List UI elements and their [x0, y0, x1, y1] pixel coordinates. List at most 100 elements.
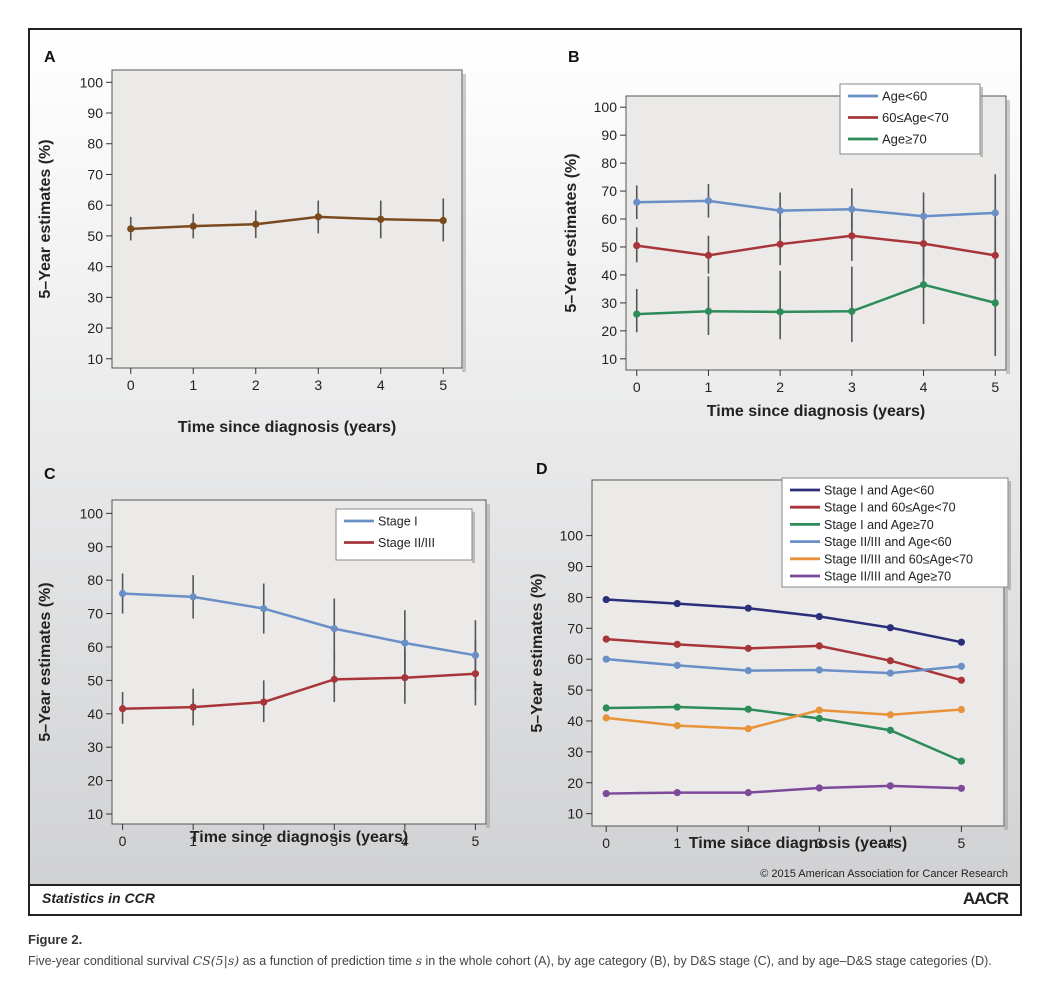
- data-point: [957, 638, 965, 646]
- x-tick-label: 1: [189, 833, 197, 849]
- y-tick-label: 80: [87, 572, 103, 588]
- series-line: [606, 598, 962, 644]
- y-tick-label: 50: [567, 682, 583, 698]
- data-point: [919, 281, 928, 289]
- x-tick-label: 3: [815, 835, 823, 851]
- panel-letter: C: [44, 466, 56, 483]
- x-axis-label: Time since diagnosis (years): [707, 403, 925, 420]
- y-tick-label: 100: [560, 528, 584, 544]
- data-point: [704, 197, 713, 205]
- y-tick-label: 40: [87, 706, 103, 722]
- data-point: [260, 604, 268, 613]
- series-line: [606, 657, 962, 675]
- data-point: [744, 667, 752, 675]
- series-line: [606, 705, 962, 763]
- data-point: [118, 705, 127, 713]
- data-point: [673, 721, 681, 730]
- data-point: [957, 676, 965, 684]
- data-point: [673, 640, 681, 648]
- data-point: [848, 205, 856, 213]
- series-line: [636, 283, 996, 316]
- panel-letter: D: [536, 461, 548, 478]
- x-tick-label: 5: [957, 835, 965, 851]
- data-point: [848, 232, 856, 240]
- y-tick-label: 100: [594, 99, 618, 115]
- series-line: [122, 592, 476, 657]
- data-point: [189, 703, 197, 711]
- x-tick-label: 1: [705, 379, 713, 395]
- data-point: [602, 595, 610, 604]
- figure-caption: Five-year conditional survival CS(5|s) a…: [28, 952, 1038, 970]
- panel-letter: A: [44, 49, 56, 66]
- legend-shadow: [472, 512, 475, 563]
- data-point: [744, 644, 752, 652]
- legend-shadow: [980, 87, 983, 157]
- legend-box: [335, 508, 473, 561]
- legend-box: [781, 477, 1009, 588]
- y-tick-label: 100: [80, 505, 104, 521]
- legend-label: Stage II/III and Age≥70: [824, 570, 951, 584]
- y-tick-label: 10: [87, 351, 103, 367]
- y-axis-label: 5–Year estimates (%): [37, 582, 54, 741]
- data-point: [991, 251, 999, 259]
- data-point: [189, 222, 197, 230]
- y-tick-label: 60: [87, 639, 103, 655]
- y-tick-label: 60: [601, 211, 617, 227]
- data-point: [401, 674, 409, 682]
- legend-shadow: [1008, 481, 1011, 590]
- data-point: [957, 705, 965, 714]
- figure-frame: A 10 20 30 40 50 60 70 80 90 100 0 1 2 3 4 5 Time since d…: [28, 28, 1022, 916]
- data-point: [886, 624, 894, 632]
- x-tick-label: 2: [744, 835, 752, 851]
- y-tick-label: 40: [87, 259, 103, 275]
- data-point: [602, 655, 610, 663]
- y-tick-label: 60: [87, 197, 103, 213]
- data-point: [744, 725, 752, 733]
- plot-shadow: [1004, 484, 1008, 830]
- caption-variable: s: [415, 953, 423, 968]
- data-point: [673, 703, 681, 711]
- panel-letter: B: [568, 49, 580, 66]
- data-point: [886, 782, 894, 790]
- data-point: [815, 612, 823, 621]
- y-tick-label: 10: [601, 351, 617, 367]
- legend-label: Stage I and Age<60: [824, 484, 934, 498]
- data-point: [886, 669, 894, 677]
- data-point: [602, 789, 610, 798]
- y-tick-label: 80: [87, 136, 103, 152]
- y-tick-label: 80: [567, 589, 583, 605]
- x-tick-label: 4: [401, 833, 409, 849]
- x-tick-label: 4: [920, 379, 928, 395]
- data-point: [991, 209, 999, 217]
- y-tick-label: 100: [80, 74, 104, 90]
- x-axis-label: Time since diagnosis (years): [689, 835, 907, 852]
- legend-label: Age<60: [882, 89, 927, 104]
- y-tick-label: 60: [567, 651, 583, 667]
- data-point: [633, 310, 641, 318]
- data-point: [673, 789, 681, 797]
- data-point: [848, 307, 856, 315]
- legend-label: Stage I and Age≥70: [824, 518, 934, 532]
- y-tick-label: 30: [601, 295, 617, 311]
- y-tick-label: 80: [601, 155, 617, 171]
- data-point: [776, 240, 784, 248]
- data-point: [815, 784, 823, 792]
- y-tick-label: 30: [87, 739, 103, 755]
- x-tick-label: 3: [314, 377, 322, 393]
- caption-part-1: Five-year conditional survival: [28, 954, 193, 968]
- y-tick-label: 30: [87, 289, 103, 305]
- x-tick-label: 0: [127, 377, 135, 393]
- copyright-text: © 2015 American Association for Cancer R…: [760, 868, 1008, 880]
- plot-shadow: [462, 74, 466, 372]
- data-point: [776, 308, 784, 316]
- data-point: [991, 299, 999, 307]
- x-tick-label: 5: [439, 377, 447, 393]
- series-line: [636, 234, 996, 257]
- data-point: [127, 225, 135, 233]
- y-axis-label: 5–Year estimates (%): [563, 153, 580, 312]
- legend-label: Stage II/III and 60≤Age<70: [824, 552, 973, 566]
- y-tick-label: 70: [87, 606, 103, 622]
- y-tick-label: 70: [601, 183, 617, 199]
- y-tick-label: 90: [87, 105, 103, 121]
